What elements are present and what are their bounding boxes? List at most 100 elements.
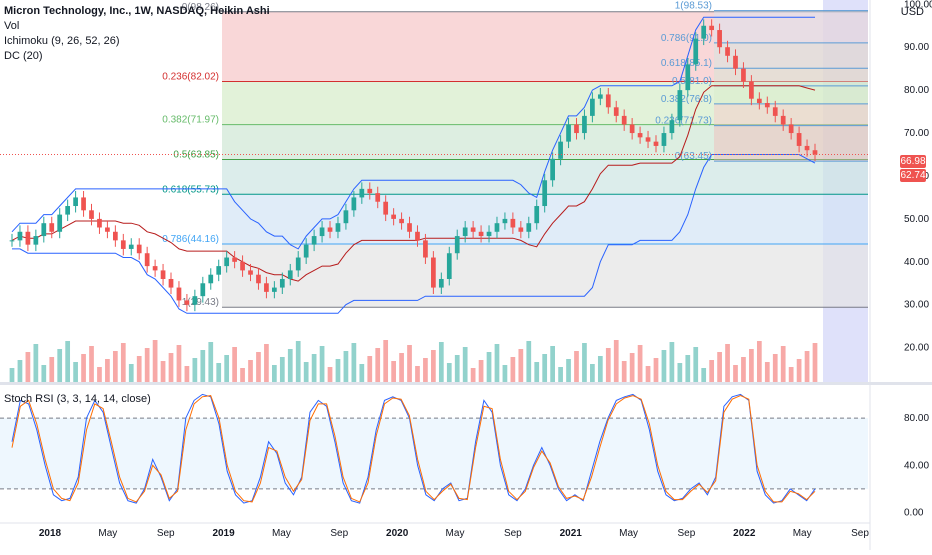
candle-body [438, 278, 444, 288]
currency-label: USD [900, 6, 924, 18]
candle-body [574, 124, 579, 134]
volume-bar [303, 362, 309, 382]
fib-level-label: 0(98.26) [182, 2, 219, 13]
volume-bar [478, 360, 484, 382]
candle-body [17, 231, 23, 241]
volume-bar [73, 362, 78, 382]
volume-bar [176, 345, 182, 382]
volume-bar [335, 359, 341, 382]
candle-body [454, 236, 460, 254]
price-axis-tick: 70.00 [904, 128, 929, 139]
time-axis-tick: May [272, 528, 291, 539]
candle-body [256, 274, 261, 284]
candle-body [542, 180, 548, 207]
volume-bar [661, 350, 667, 382]
fib2-zone [714, 10, 868, 43]
volume-bar [597, 356, 603, 382]
fib2-level-label: 1(98.53) [675, 1, 712, 12]
volume-bar [65, 341, 71, 382]
candle-body [693, 38, 699, 65]
volume-bar [486, 352, 492, 382]
volume-bar [105, 359, 110, 382]
legend-ichimoku[interactable]: Ichimoku (9, 26, 52, 26) [4, 35, 120, 47]
candle-body [462, 227, 468, 237]
volume-bar [272, 365, 277, 382]
price-axis-tick: 20.00 [904, 343, 929, 354]
volume-bar [136, 356, 142, 382]
fib2-level-label: 0.786(91.0) [661, 33, 712, 44]
candle-body [709, 25, 715, 31]
price-axis-tick: 40.00 [904, 257, 929, 268]
time-axis-tick: Sep [504, 528, 522, 539]
candle-body [391, 214, 396, 219]
volume-bar [407, 345, 412, 382]
volume-bar [526, 341, 532, 382]
volume-bar [534, 362, 540, 382]
price-axis-tick: 90.00 [904, 42, 929, 53]
volume-bar [796, 359, 802, 382]
fib-zone [222, 243, 868, 308]
candle-body [144, 253, 150, 267]
candle-body [741, 68, 746, 82]
volume-bar [57, 349, 63, 382]
price-axis-tick: 80.00 [904, 85, 929, 96]
volume-bar [741, 357, 746, 382]
chart-legend: Micron Technology, Inc., 1W, NASDAQ, Hei… [4, 4, 270, 64]
volume-bar [470, 368, 476, 382]
candle-body [415, 231, 420, 241]
candle-body [184, 300, 190, 305]
candle-body [701, 25, 707, 39]
volume-bar [701, 368, 707, 382]
pane-separator [0, 382, 932, 385]
candle-body [470, 227, 476, 232]
volume-bar [367, 356, 373, 382]
legend-volume[interactable]: Vol [4, 20, 20, 32]
volume-bar [502, 365, 508, 382]
candle-body [494, 223, 500, 232]
candle-body [502, 218, 508, 224]
candle-body [25, 231, 31, 245]
time-axis-tick: May [619, 528, 638, 539]
candle-body [661, 133, 667, 146]
candle-body [764, 103, 770, 108]
fib2-level-label: 0.5(81.0) [672, 76, 712, 87]
volume-bar [391, 361, 396, 382]
stoch-label[interactable]: Stoch RSI (3, 3, 14, 14, close) [4, 393, 151, 405]
candle-body [725, 47, 730, 56]
candle-body [327, 227, 333, 232]
ichimoku-baseline [11, 85, 816, 282]
volume-bar [33, 344, 39, 382]
legend-donchian[interactable]: DC (20) [4, 50, 43, 62]
volume-bar [351, 343, 357, 382]
fib2-level-label: 0.618(85.1) [661, 58, 712, 69]
volume-bar [605, 348, 611, 382]
candle-body [232, 257, 237, 262]
candle-body [756, 98, 762, 104]
candle-body [590, 98, 595, 116]
fib2-zone [714, 103, 868, 126]
candle-body [383, 201, 389, 215]
candle-body [168, 278, 174, 288]
volume-bar [319, 346, 325, 382]
volume-bar [287, 349, 293, 382]
candle-body [49, 223, 55, 232]
candle-body [128, 244, 134, 249]
volume-bar [542, 354, 548, 382]
candle-body [105, 227, 110, 232]
candle-body [152, 266, 158, 271]
candle-body [534, 206, 540, 224]
volume-bar [637, 345, 643, 382]
time-axis-tick: Sep [157, 528, 175, 539]
time-axis-tick: May [98, 528, 117, 539]
volume-bar [629, 353, 635, 382]
candle-body [780, 115, 786, 125]
candle-body [295, 257, 301, 271]
volume-bar [669, 342, 675, 382]
candle-body [788, 124, 794, 134]
volume-bar [9, 368, 15, 382]
volume-bar [772, 354, 778, 382]
volume-bar [295, 341, 301, 382]
volume-bar [240, 368, 245, 382]
